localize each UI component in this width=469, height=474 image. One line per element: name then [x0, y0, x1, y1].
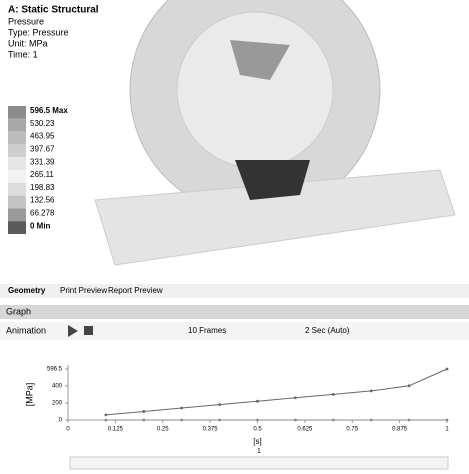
series-line [106, 369, 447, 415]
data-point [332, 393, 335, 396]
data-point [142, 419, 145, 422]
legend-label: 0 Min [30, 221, 51, 230]
data-point [256, 400, 259, 403]
legend-swatch [8, 144, 26, 157]
panel-title: Graph [6, 306, 31, 316]
legend-label: 265.11 [30, 170, 54, 179]
legend-label: 463.95 [30, 132, 55, 141]
timeline-marker: 1 [257, 448, 261, 455]
x-tick-label: 0 [66, 427, 70, 433]
x-tick-label: 0.25 [157, 427, 169, 433]
x-tick-label: 0.75 [346, 427, 358, 433]
legend-label: 331.39 [30, 157, 55, 166]
header-line: Pressure [8, 16, 44, 26]
legend: 596.5 Max 530.23 463.95 397.67 331.39 265.11 1… [8, 106, 68, 234]
data-point [408, 419, 411, 422]
panel-header [0, 305, 469, 319]
data-point [446, 368, 449, 371]
data-point [408, 384, 411, 387]
y-tick-label: 596.5 [47, 367, 63, 373]
timeline[interactable] [70, 457, 448, 469]
legend-label: 530.23 [30, 119, 55, 128]
header-line: Type: Pressure [8, 27, 69, 37]
data-point [218, 403, 221, 406]
x-tick-label: 0.375 [203, 427, 219, 433]
y-tick-label: 400 [52, 383, 63, 389]
legend-label: 66.278 [30, 209, 55, 218]
data-point [256, 419, 259, 422]
data-point [105, 413, 108, 416]
legend-swatch [8, 157, 26, 170]
tab[interactable]: Geometry [8, 286, 46, 295]
tab[interactable]: Print Preview [60, 286, 107, 295]
x-axis-label: [s] [253, 437, 261, 446]
stop-button[interactable] [84, 326, 93, 335]
legend-swatch [8, 170, 26, 183]
header-line: Unit: MPa [8, 38, 48, 48]
x-tick-label: 0.875 [392, 427, 408, 433]
screen: A: Static Structural Pressure Type: Pres… [0, 0, 469, 474]
legend-swatch [8, 119, 26, 132]
data-point [105, 419, 108, 422]
legend-label: 132.56 [30, 196, 55, 205]
legend-swatch [8, 221, 26, 234]
x-tick-label: 1 [445, 427, 449, 433]
animation-label: Animation [6, 325, 46, 335]
legend-swatch [8, 208, 26, 221]
speed-select[interactable]: 2 Sec (Auto) [305, 326, 350, 335]
y-tick-label: 0 [59, 418, 63, 424]
wheel-hub [177, 12, 333, 168]
tab[interactable]: Report Preview [108, 286, 163, 295]
header-title: A: Static Structural [8, 5, 99, 16]
model [95, 0, 455, 265]
chart: 0 200 400 596.5 0 0.125 0.25 0.375 0.5 0.625 0.75 0… [24, 365, 449, 446]
legend-label: 198.83 [30, 183, 55, 192]
legend-label: 596.5 Max [30, 106, 68, 115]
data-point [294, 396, 297, 399]
legend-swatch [8, 183, 26, 196]
data-point [180, 407, 183, 410]
legend-swatch [8, 196, 26, 209]
x-tick-label: 0.125 [108, 427, 124, 433]
data-point [370, 419, 373, 422]
data-point [180, 419, 183, 422]
legend-swatch [8, 106, 26, 119]
y-axis-label: [MPa] [24, 383, 34, 407]
frames-select[interactable]: 10 Frames [188, 326, 226, 335]
x-tick-label: 0.5 [253, 427, 262, 433]
legend-swatch [8, 132, 26, 145]
header-line: Time: 1 [8, 49, 38, 59]
data-point [332, 419, 335, 422]
y-tick-label: 200 [52, 400, 63, 406]
data-point [218, 419, 221, 422]
canvas: A: Static Structural Pressure Type: Pres… [0, 0, 469, 474]
data-point [446, 419, 449, 422]
x-tick-label: 0.625 [297, 427, 313, 433]
legend-label: 397.67 [30, 145, 55, 154]
data-point [370, 390, 373, 393]
data-point [294, 419, 297, 422]
data-point [142, 410, 145, 413]
